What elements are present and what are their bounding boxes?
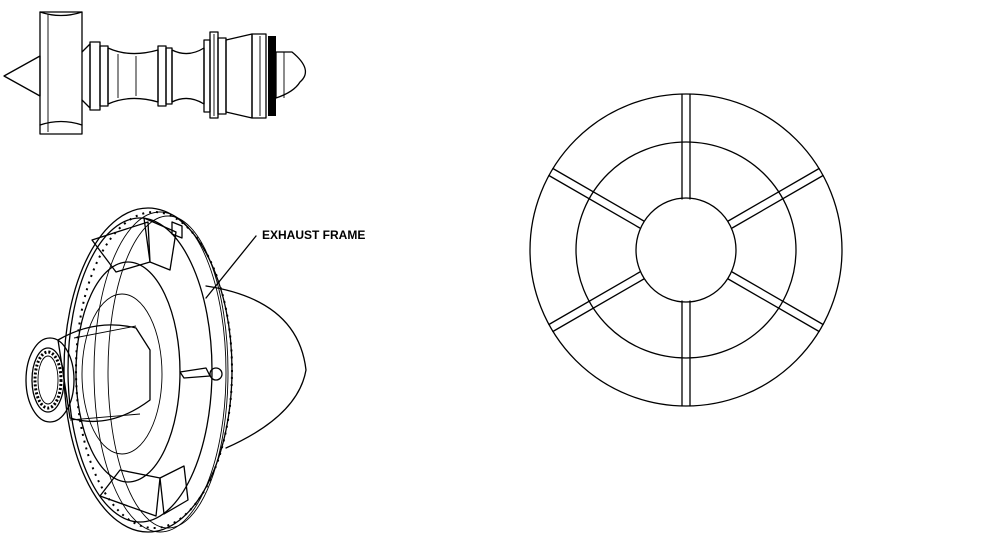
outer-ring <box>529 93 843 407</box>
strut-edge <box>548 174 641 229</box>
exhaust-frame-label: EXHAUST FRAME <box>262 228 365 242</box>
exhaust-cone <box>205 285 307 449</box>
engine-side-view <box>3 11 307 135</box>
nozzle-outlet <box>25 337 75 423</box>
strut-edge <box>727 167 820 222</box>
exhaust-frame-isometric <box>25 207 307 533</box>
callout-leader-line <box>205 235 257 299</box>
strut-edge <box>548 271 641 326</box>
strut-edge <box>552 278 645 333</box>
strut-edge <box>731 174 824 229</box>
exhaust-frame-end-view <box>529 93 843 407</box>
strut-edge <box>727 278 820 333</box>
strut-upper-right <box>143 217 177 271</box>
strut-edge <box>552 167 645 222</box>
strut-lower-right <box>159 465 189 515</box>
nozzle-body <box>57 324 151 423</box>
middle-ring <box>575 141 797 359</box>
struts <box>548 93 824 407</box>
strut-edge <box>731 271 824 326</box>
strut-upper-left <box>91 221 151 273</box>
hub <box>635 197 737 303</box>
